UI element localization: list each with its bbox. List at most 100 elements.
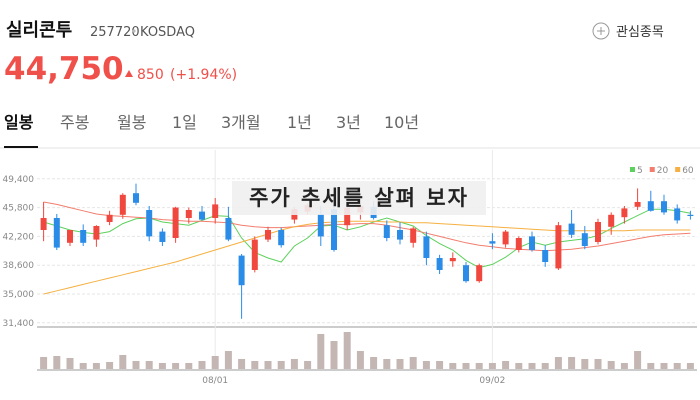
volume-bar xyxy=(79,363,87,369)
tab[interactable]: 10년 xyxy=(384,113,419,132)
volume-bar xyxy=(304,361,312,369)
candle-body xyxy=(463,265,469,282)
volume-bar xyxy=(290,359,298,369)
candle-body xyxy=(595,222,601,242)
volume-bar xyxy=(92,363,100,369)
volume-bar xyxy=(185,363,193,369)
price-change-pct: (+1.94%) xyxy=(170,67,237,83)
volume-bar xyxy=(515,363,523,369)
tab[interactable]: 1년 xyxy=(287,113,312,132)
candle-body xyxy=(647,201,654,211)
candle-body xyxy=(542,250,549,262)
stock-code: 257720 xyxy=(90,25,140,40)
volume-bar xyxy=(172,363,180,369)
volume-bar xyxy=(53,356,61,369)
volume-bar xyxy=(356,351,364,369)
candle-body xyxy=(661,201,667,213)
legend-label: 60 xyxy=(682,166,694,176)
volume-bar xyxy=(66,358,74,369)
tab[interactable]: 일봉 xyxy=(4,113,34,132)
volume-bar xyxy=(264,361,272,369)
candle-body xyxy=(568,223,575,235)
y-tick-label: 38,600 xyxy=(3,261,35,271)
volume-bar xyxy=(145,361,153,369)
volume-bar xyxy=(317,334,325,369)
volume-bar xyxy=(224,351,232,369)
candle-body xyxy=(159,231,166,242)
volume-bar xyxy=(330,341,338,369)
tab[interactable]: 3년 xyxy=(336,113,361,132)
candle-body xyxy=(67,230,73,243)
candle-body xyxy=(687,214,694,216)
legend-label: 5 xyxy=(637,166,643,176)
volume-bar xyxy=(343,332,351,369)
volume-bar xyxy=(449,363,457,369)
volume-bar xyxy=(396,359,404,369)
candle-body xyxy=(119,194,126,215)
candle-body xyxy=(331,209,337,250)
volume-bar xyxy=(462,363,470,369)
watch-button[interactable]: 관심종목 xyxy=(592,22,664,40)
volume-bar xyxy=(541,363,549,369)
volume-bar xyxy=(568,357,576,369)
volume-bar xyxy=(370,357,378,369)
volume-bar xyxy=(554,357,562,369)
candle-body xyxy=(133,193,139,203)
legend-swatch xyxy=(675,167,681,172)
candle-body xyxy=(93,226,100,240)
candle-body xyxy=(634,202,641,207)
candle-body xyxy=(80,230,87,243)
candle-body xyxy=(489,241,496,244)
candle-body xyxy=(317,214,324,237)
candle-body xyxy=(344,207,351,226)
candle-body xyxy=(212,204,219,218)
candle-body xyxy=(238,255,245,286)
price-change: 850 xyxy=(137,67,164,83)
legend-label: 20 xyxy=(657,166,669,176)
candle-body xyxy=(476,265,483,282)
volume-bar xyxy=(132,361,140,369)
candle-body xyxy=(146,210,153,237)
y-tick-label: 49,400 xyxy=(3,175,35,185)
candle-body xyxy=(423,236,430,258)
candle-body xyxy=(515,238,522,250)
volume-bar xyxy=(106,362,114,369)
y-tick-label: 42,200 xyxy=(3,232,35,242)
volume-bar xyxy=(277,361,285,369)
volume-bar xyxy=(251,361,259,369)
tab[interactable]: 3개월 xyxy=(221,113,261,132)
volume-bar xyxy=(686,363,694,369)
tab[interactable]: 주봉 xyxy=(60,113,89,132)
volume-bar xyxy=(211,356,219,369)
banner-bg xyxy=(232,181,486,215)
candle-body xyxy=(185,210,192,218)
up-arrow xyxy=(125,70,133,77)
candle-body xyxy=(225,218,232,240)
candle-body xyxy=(621,208,628,218)
stock-name: 실리콘투 xyxy=(6,20,72,41)
separator-dot xyxy=(132,29,136,33)
volume-bar xyxy=(436,361,444,369)
candle-body xyxy=(555,225,562,269)
volume-bar xyxy=(40,357,48,369)
x-tick-label: 08/01 xyxy=(202,376,228,386)
candle-body xyxy=(53,218,60,248)
candle-body xyxy=(172,207,179,238)
watch-label[interactable]: 관심종목 xyxy=(616,25,664,40)
tabs: 일봉 주봉 월봉 1일 3개월 1년 3년 10년 xyxy=(4,113,419,132)
candle-body xyxy=(529,236,535,250)
y-tick-label: 31,400 xyxy=(3,319,35,329)
tab[interactable]: 월봉 xyxy=(117,113,146,132)
volume-bar xyxy=(383,359,391,369)
tab[interactable]: 1일 xyxy=(172,113,197,132)
current-price: 44,750 xyxy=(4,51,124,87)
candle-body xyxy=(278,230,285,246)
plot: 31,400 35,000 38,600 42,200 45,800 49,400 08/0… xyxy=(3,150,697,386)
volume-bar xyxy=(238,359,246,369)
candle-body xyxy=(199,211,205,220)
volume-bar xyxy=(528,363,536,369)
banner: 주가 추세를 살펴 보자 xyxy=(249,186,469,210)
volume-bar xyxy=(409,357,417,369)
volume-bar xyxy=(119,355,127,369)
